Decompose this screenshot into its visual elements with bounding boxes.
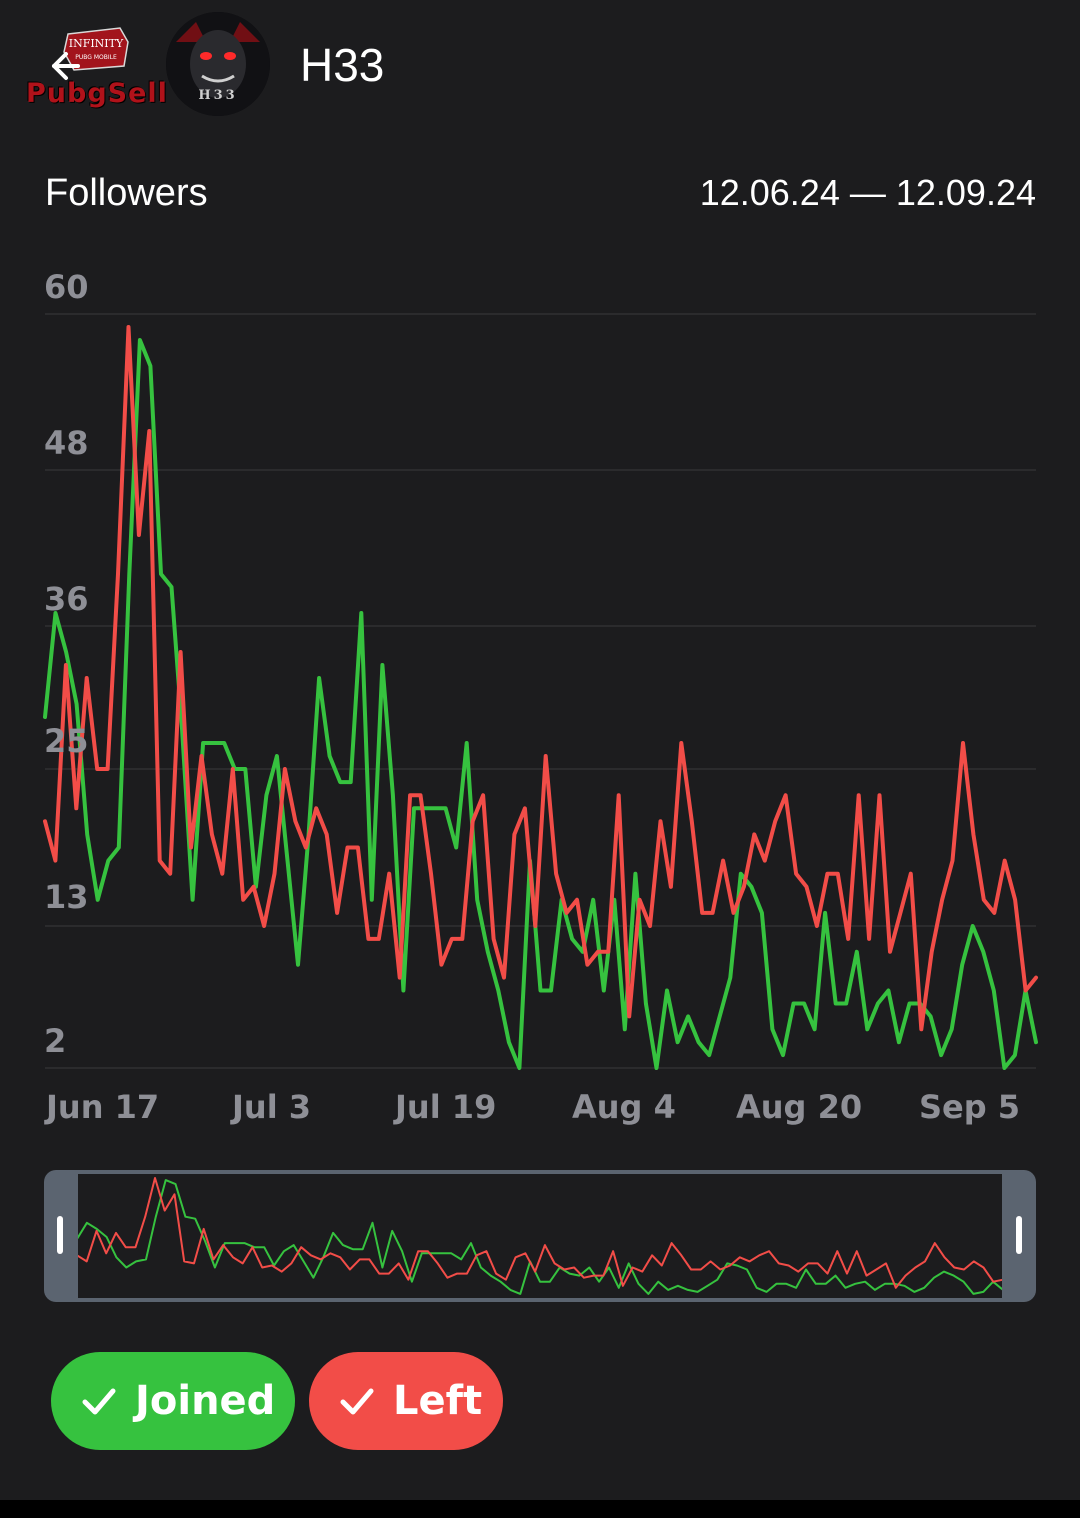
- brand-text: PubgSell: [26, 78, 168, 109]
- chart-lines: [43, 325, 1038, 1070]
- range-navigator[interactable]: [44, 1170, 1036, 1302]
- channel-name: H33: [300, 39, 385, 91]
- brand-badge-line-2: PUBG MOBILE: [75, 54, 117, 61]
- y-tick-label: 2: [44, 1022, 66, 1060]
- x-tick-label: Sep 5: [919, 1088, 1020, 1126]
- brand-logo: INFINITY PUBG MOBILE: [24, 22, 169, 118]
- y-axis-ticks: 2 13 25 36 48 60: [44, 268, 89, 1060]
- navigator-right-handle[interactable]: [1016, 1216, 1022, 1254]
- y-tick-label: 36: [44, 580, 89, 618]
- followers-chart[interactable]: 2 13 25 36 48 60 Jun 17 Jul 3 Jul 19 Aug 4 Aug 20…: [0, 240, 1080, 1140]
- left-label: Left: [393, 1378, 483, 1424]
- x-tick-label: Aug 4: [572, 1088, 676, 1126]
- joined-label: Joined: [135, 1378, 276, 1424]
- check-icon: [82, 1388, 116, 1415]
- series-line-joined-mini: [76, 1179, 1004, 1295]
- y-tick-label: 60: [44, 268, 89, 306]
- left-toggle-button[interactable]: Left: [309, 1352, 503, 1450]
- x-axis-ticks: Jun 17 Jul 3 Jul 19 Aug 4 Aug 20 Sep 5: [44, 1088, 1020, 1126]
- y-tick-label: 48: [44, 424, 89, 462]
- brand-badge-line-1: INFINITY: [69, 37, 124, 50]
- series-line-left: [43, 325, 1038, 1032]
- y-tick-label: 25: [44, 722, 89, 760]
- x-tick-label: Jul 3: [230, 1088, 311, 1126]
- x-tick-label: Jul 19: [393, 1088, 496, 1126]
- bottom-system-bar: [0, 1500, 1080, 1518]
- navigator-window: [77, 1174, 1003, 1298]
- date-range[interactable]: 12.06.24 — 12.09.24: [699, 172, 1036, 213]
- chart-grid: [45, 313, 1036, 1069]
- navigator-left-handle[interactable]: [57, 1216, 63, 1254]
- back-arrow-icon: [52, 52, 80, 80]
- chart-title: Followers: [45, 172, 208, 214]
- channel-avatar[interactable]: H33: [166, 12, 270, 116]
- series-line-joined: [43, 338, 1038, 1070]
- series-line-left-mini: [76, 1177, 1004, 1289]
- avatar-label: H33: [198, 88, 238, 103]
- x-tick-label: Aug 20: [736, 1088, 862, 1126]
- back-button[interactable]: [44, 46, 84, 90]
- navigator-lines: [76, 1177, 1004, 1295]
- x-tick-label: Jun 17: [44, 1088, 159, 1126]
- check-icon: [340, 1388, 374, 1415]
- joined-toggle-button[interactable]: Joined: [51, 1352, 295, 1450]
- y-tick-label: 13: [44, 878, 89, 916]
